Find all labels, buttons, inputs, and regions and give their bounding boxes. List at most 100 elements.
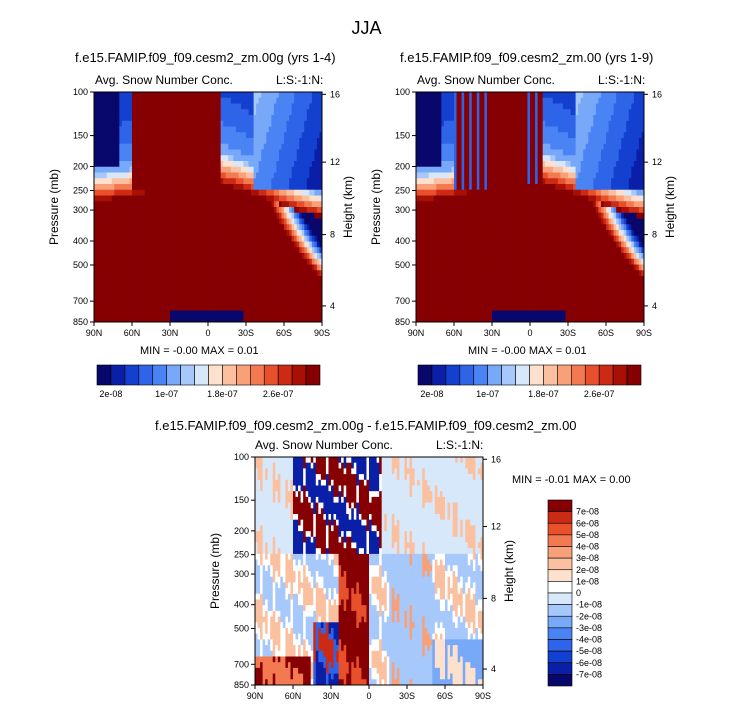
panel1-cell	[114, 316, 118, 323]
panel1-cell	[185, 235, 189, 242]
panel2-cell	[509, 115, 513, 122]
panel1-cell	[192, 247, 196, 254]
panel1-cell	[271, 138, 275, 145]
panel1-cell	[104, 126, 108, 133]
panel1-cell	[114, 241, 118, 248]
panel1-cell	[220, 120, 224, 127]
panel1-cell	[316, 258, 320, 265]
panel1-cell	[256, 264, 260, 271]
panel1-cell	[190, 299, 194, 306]
panel1-cell	[314, 201, 318, 208]
panel1-cell	[129, 299, 133, 306]
panel1-cell	[197, 138, 201, 145]
panel2-cell	[448, 115, 452, 122]
panel2-cell	[535, 97, 538, 104]
panel1-cell	[281, 132, 285, 139]
panel2-cell	[621, 138, 625, 145]
panel2-cell	[641, 132, 645, 139]
panel2-cell	[443, 172, 447, 179]
panel2-cell	[507, 109, 511, 116]
panel2-cell	[590, 132, 594, 139]
panel2-cell	[540, 126, 544, 133]
panel1-cell	[149, 132, 153, 139]
panel1-cell	[243, 258, 247, 265]
panel1-cell	[243, 235, 247, 242]
panel1-cell	[286, 184, 290, 191]
panel1-cell	[197, 287, 201, 294]
panel1-cell	[167, 184, 171, 191]
panel1-cell	[200, 276, 204, 283]
panel1-cell	[159, 201, 163, 208]
panel2-cell	[522, 109, 526, 116]
panel1-cell	[192, 189, 196, 196]
panel2-cell	[611, 155, 614, 162]
panel2-cell	[454, 155, 457, 162]
panel1-cell	[296, 161, 300, 168]
panel2-cell	[603, 126, 607, 133]
panel2-cell	[451, 126, 455, 133]
panel1-cell	[114, 207, 118, 214]
panel1-cell	[278, 218, 282, 225]
panel2-cell	[613, 132, 617, 139]
panel1-cell	[240, 247, 244, 254]
panel1-cell	[271, 149, 275, 156]
panel1-cell	[152, 316, 156, 323]
panel1-cell	[230, 258, 234, 265]
panel2-cell	[616, 166, 620, 173]
panel1-cell	[289, 138, 292, 145]
panel1-cell	[314, 132, 318, 139]
panel2-cell	[600, 161, 604, 168]
panel1-cell	[119, 195, 123, 202]
panel1-cell	[205, 270, 209, 277]
panel1-cell	[243, 184, 247, 191]
panel1-cell	[180, 230, 184, 237]
panel1-cell	[149, 299, 153, 306]
panel1-cell	[197, 195, 201, 202]
panel1-cell	[190, 126, 194, 133]
panel1-cell	[154, 276, 158, 283]
panel1-cell	[134, 184, 138, 191]
panel1-cell	[235, 310, 239, 317]
panel1-cell	[154, 258, 158, 265]
panel1-cell	[319, 103, 323, 110]
panel1-cell	[157, 276, 161, 283]
panel2-cell	[479, 149, 483, 156]
panel1-cell	[291, 212, 295, 219]
panel1-cell	[253, 178, 257, 185]
panel2-cell	[606, 172, 609, 179]
panel2-cell	[535, 109, 538, 116]
panel2-cell	[600, 120, 604, 127]
panel1-cell	[223, 264, 227, 271]
panel1-cell	[235, 195, 239, 202]
panel1-cell	[119, 138, 123, 145]
panel1-cell	[276, 201, 280, 208]
panel2-cell	[631, 109, 635, 116]
panel1-cell	[248, 189, 252, 196]
panel1-cell	[233, 161, 237, 168]
panel1-cell	[180, 281, 184, 288]
panel1-cell	[240, 293, 244, 300]
panel1-cell	[276, 224, 280, 231]
panel2-cell	[547, 132, 551, 139]
panel1-cell	[263, 258, 267, 265]
panel1-cell	[111, 316, 115, 323]
panel1-cell	[220, 287, 224, 294]
panel1-cell	[99, 126, 102, 133]
panel1-cell	[294, 155, 298, 162]
panel1-cell	[175, 178, 178, 185]
panel2-cell	[418, 132, 422, 139]
panel1-cell	[289, 299, 292, 306]
panel1-cell	[273, 310, 277, 317]
panel1-cell	[106, 276, 110, 283]
panel1-cell	[268, 253, 272, 260]
panel1-cell	[306, 264, 310, 271]
panel1-cell	[121, 189, 125, 196]
panel1-cell	[200, 224, 204, 231]
panel1-cell	[271, 310, 275, 317]
panel1-cell	[96, 270, 100, 277]
panel1-cell	[126, 201, 130, 208]
panel1-cell	[175, 120, 178, 127]
panel1-cell	[289, 258, 292, 265]
panel1-cell	[238, 103, 242, 110]
